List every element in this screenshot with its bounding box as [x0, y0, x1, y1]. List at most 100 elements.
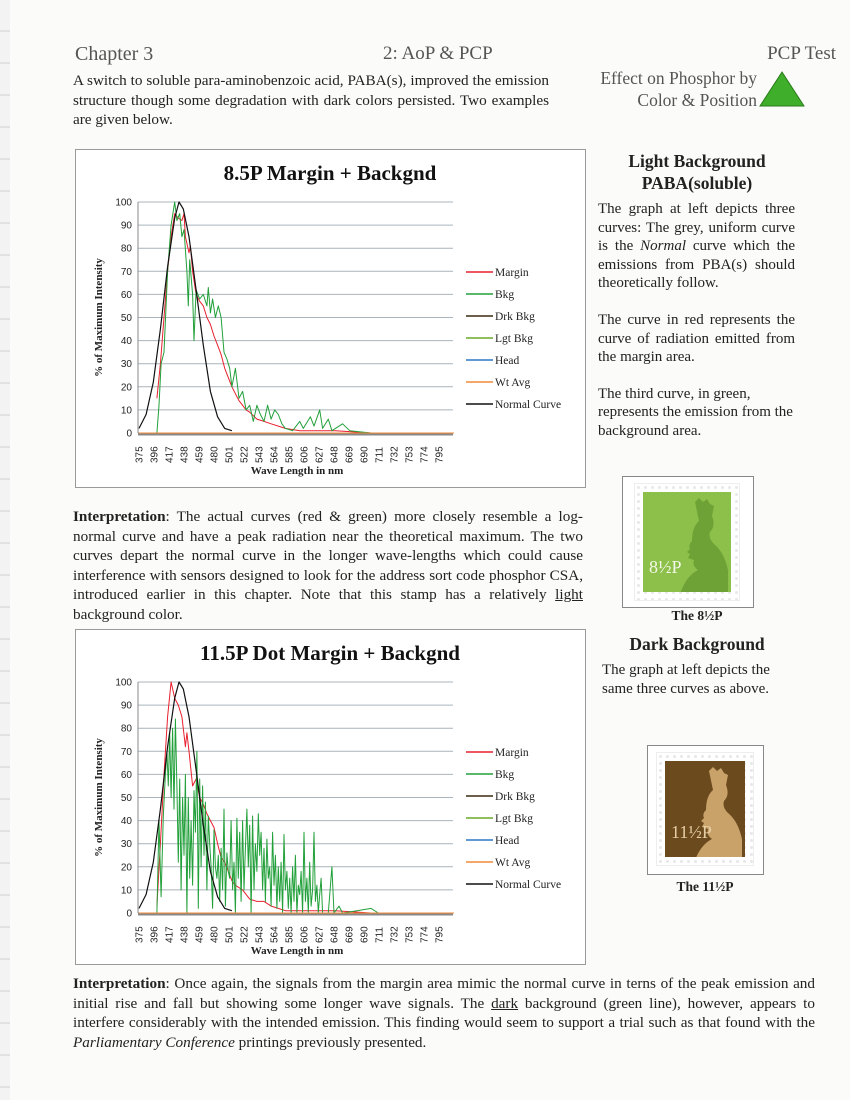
legend-label: Lgt Bkg [495, 333, 533, 345]
light-background-heading: Light Background PABA(soluble) [598, 150, 796, 194]
chart-11-5p-svg: 11.5P Dot Margin + Backgnd 0 10 20 30 40 50 60 7… [93, 641, 561, 957]
x-tick-label: 459 [195, 446, 206, 463]
x-tick-label: 690 [360, 446, 371, 463]
x-tick-label: 459 [195, 926, 206, 943]
x-tick-label: 690 [360, 926, 371, 943]
x-tick-label: 795 [435, 446, 446, 463]
x-tick-label: 648 [330, 446, 341, 463]
x-tick-label: 543 [255, 926, 266, 943]
intro-paragraph: A switch to soluble para-aminobenzoic ac… [73, 72, 549, 129]
x-tick-label: 669 [345, 446, 356, 463]
stamp-11-5p-caption: The 11½P [676, 879, 734, 894]
y-axis-label: % of Maximum Intensity [93, 738, 105, 857]
x-tick-label: 711 [375, 447, 386, 463]
queen-profile-icon [680, 498, 728, 592]
y-tick-label: 20 [121, 862, 133, 873]
legend-label: Bkg [495, 289, 514, 301]
stamp-value: 11½P [671, 822, 712, 842]
x-tick-label: 585 [285, 926, 296, 943]
legend-label: Margin [495, 267, 529, 279]
legend-label: Head [495, 835, 520, 847]
legend-label: Bkg [495, 769, 514, 781]
y-axis-label: % of Maximum Intensity [93, 258, 105, 377]
x-tick-label: 753 [405, 446, 416, 463]
x-tick-label: 417 [165, 446, 176, 463]
legend-label: Normal Curve [495, 879, 561, 891]
x-tick-label: 627 [315, 446, 326, 463]
dark-background-text: The graph at left depicts the same three… [602, 662, 770, 697]
y-tick-label: 40 [121, 336, 133, 347]
chart-8-5p-svg: 8.5P Margin + Backgnd 0 10 20 30 40 50 60 70 80 90… [93, 161, 561, 477]
y-tick-label: 70 [121, 747, 133, 758]
interpretation-2-text-b: background (green line), however, appear… [73, 994, 816, 1032]
legend-label: Lgt Bkg [495, 813, 533, 825]
y-tick-label: 80 [121, 724, 133, 735]
x-tick-label: 711 [375, 927, 386, 943]
x-tick-label: 648 [330, 926, 341, 943]
y-tick-label: 90 [121, 701, 133, 712]
test-title: PCP Test [767, 43, 836, 64]
x-tick-label: 438 [180, 446, 191, 463]
x-tick-label: 480 [210, 926, 221, 943]
x-tick-label: 564 [270, 926, 281, 943]
series-normal-curve [138, 201, 233, 432]
chart-11-5p: 11.5P Dot Margin + Backgnd 0 10 20 30 40 50 60 7… [75, 629, 586, 965]
p1-italic: Normal [640, 238, 686, 255]
x-tick-label: 375 [135, 926, 146, 943]
x-tick-label: 732 [390, 926, 401, 943]
stamp-face: 8½P [643, 492, 731, 592]
sidebar1-paragraph-1: The graph at left depicts three curves: … [598, 200, 795, 293]
heading-line-2: PABA(soluble) [641, 173, 753, 193]
series-margin [156, 213, 454, 434]
sidebar1-paragraph-3: The third curve, in green, represents th… [598, 385, 793, 439]
chapter-title: Chapter 3 [75, 43, 154, 65]
x-tick-label: 606 [300, 926, 311, 943]
y-tick-label: 20 [121, 382, 133, 393]
y-tick-label: 50 [121, 313, 133, 324]
legend-label: Head [495, 355, 520, 367]
interpretation-2-italic: Parliamentary Conference [73, 1033, 235, 1051]
y-tick-label: 10 [121, 405, 133, 416]
x-tick-label: 606 [300, 446, 311, 463]
x-tick-label: 438 [180, 926, 191, 943]
x-tick-label: 417 [165, 926, 176, 943]
x-tick-label: 585 [285, 446, 296, 463]
x-tick-label: 627 [315, 926, 326, 943]
legend-label: Wt Avg [495, 377, 530, 389]
page-binding-edge [0, 0, 10, 1100]
green-triangle-icon [759, 71, 805, 107]
section-title: 2: AoP & PCP [383, 43, 493, 64]
x-tick-label: 732 [390, 446, 401, 463]
x-tick-label: 564 [270, 446, 281, 463]
series-margin [156, 681, 454, 914]
x-tick-label: 396 [150, 926, 161, 943]
y-tick-label: 90 [121, 221, 133, 232]
stamp-value: 8½P [649, 557, 682, 577]
y-tick-label: 70 [121, 267, 133, 278]
sidebar1-paragraph-2: The curve in red represents the curve of… [598, 311, 795, 366]
x-tick-label: 501 [225, 446, 236, 463]
header-subtitle: Effect on Phosphor by Color & Position [600, 67, 757, 111]
y-tick-label: 80 [121, 244, 133, 255]
y-tick-label: 0 [126, 909, 132, 920]
queen-profile-icon [696, 767, 742, 857]
interpretation-1-underlined: light [555, 586, 583, 604]
x-tick-label: 753 [405, 926, 416, 943]
stamp-11-5p-frame: 11½P [647, 745, 764, 875]
stamp-8-5p-caption: The 8½P [671, 608, 723, 623]
y-tick-label: 50 [121, 793, 133, 804]
y-tick-label: 30 [121, 839, 133, 850]
p1-a: The graph at left depicts three curves: … [598, 201, 795, 255]
interpretation-2-text-a: : Once again, the signals from the margi… [73, 975, 815, 1012]
chart-title: 8.5P Margin + Backgnd [224, 161, 437, 185]
series-bkg [156, 201, 454, 434]
y-tick-label: 100 [115, 198, 132, 209]
x-tick-label: 522 [240, 446, 251, 463]
heading-line-1: Light Background [628, 151, 766, 171]
legend-label: Normal Curve [495, 399, 561, 411]
interpretation-1-text-a: : The actual curves (red & green) more c… [73, 508, 583, 604]
subtitle-line-2: Color & Position [637, 90, 757, 110]
y-tick-label: 10 [121, 885, 133, 896]
chart-title: 11.5P Dot Margin + Backgnd [200, 641, 460, 665]
y-tick-label: 60 [121, 290, 133, 301]
